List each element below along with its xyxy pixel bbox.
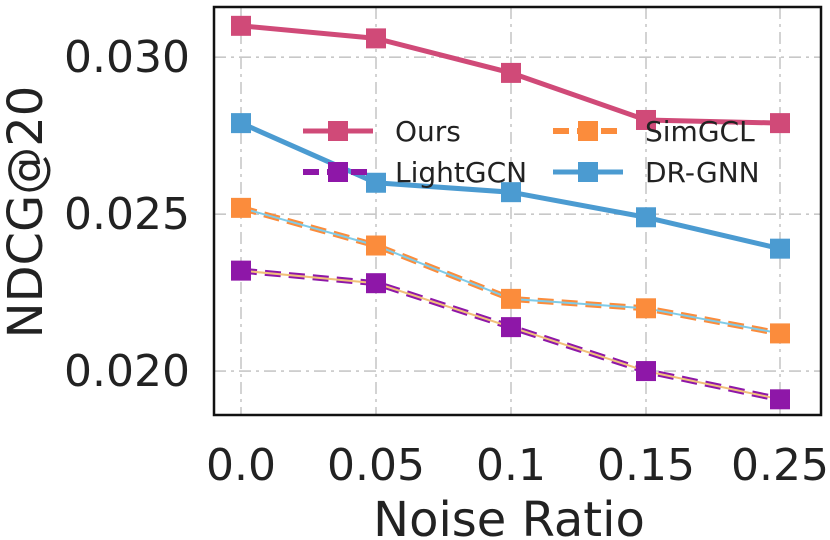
legend: Ours SimGCL LightGCN DR-GNN: [303, 115, 760, 189]
data-point-dr-gnn: [231, 113, 251, 134]
legend-label-lightgcn: LightGCN: [395, 156, 527, 189]
data-point-dr-gnn: [501, 182, 521, 203]
y-tick-label: 0.025: [64, 189, 190, 240]
data-point-ours: [366, 28, 386, 49]
series-lightgcn: [231, 260, 790, 410]
legend-label-dr-gnn: DR-GNN: [645, 156, 760, 189]
data-point-ours: [636, 109, 656, 130]
legend-entry-lightgcn: LightGCN: [303, 156, 527, 189]
legend-marker-ours: [328, 121, 348, 141]
legend-label-ours: Ours: [395, 115, 461, 148]
x-tick-label: 0.25: [731, 440, 829, 491]
series-simgcl: [231, 197, 790, 344]
data-point-lightgcn: [231, 260, 251, 281]
data-point-dr-gnn: [636, 207, 656, 228]
plot-frame: [212, 5, 823, 417]
data-point-simgcl: [501, 288, 521, 309]
data-point-simgcl: [770, 323, 790, 344]
x-axis-title: Noise Ratio: [373, 492, 645, 540]
x-tick-label: 0.0: [206, 440, 276, 491]
x-tick-label: 0.15: [597, 440, 695, 491]
legend-entry-dr-gnn: DR-GNN: [553, 156, 760, 189]
x-tick-label: 0.1: [476, 440, 546, 491]
legend-label-simgcl: SimGCL: [645, 115, 755, 148]
data-point-lightgcn: [636, 361, 656, 382]
data-point-lightgcn: [501, 317, 521, 338]
x-tick-label: 0.05: [327, 440, 425, 491]
legend-marker-dr-gnn: [578, 162, 598, 182]
data-point-simgcl: [231, 197, 251, 218]
legend-marker-lightgcn: [328, 162, 348, 182]
y-axis-title: NDCG@20: [0, 86, 54, 339]
data-point-lightgcn: [366, 273, 386, 294]
data-point-ours: [770, 113, 790, 134]
data-point-ours: [231, 15, 251, 36]
legend-marker-simgcl: [578, 121, 598, 141]
data-point-simgcl: [366, 235, 386, 256]
data-point-simgcl: [636, 298, 656, 319]
legend-entry-simgcl: SimGCL: [553, 115, 755, 148]
series-ours: [231, 15, 790, 134]
y-tick-label: 0.020: [64, 346, 190, 397]
data-point-ours: [501, 62, 521, 83]
y-tick-label: 0.030: [64, 32, 190, 83]
legend-entry-ours: Ours: [303, 115, 461, 148]
data-point-dr-gnn: [366, 172, 386, 193]
tick-layer: 0.0 0.05 0.1 0.15 0.25 0.020 0.025 0.030: [64, 32, 829, 491]
data-point-lightgcn: [770, 389, 790, 410]
data-point-dr-gnn: [770, 238, 790, 259]
series-layer: [231, 15, 790, 410]
